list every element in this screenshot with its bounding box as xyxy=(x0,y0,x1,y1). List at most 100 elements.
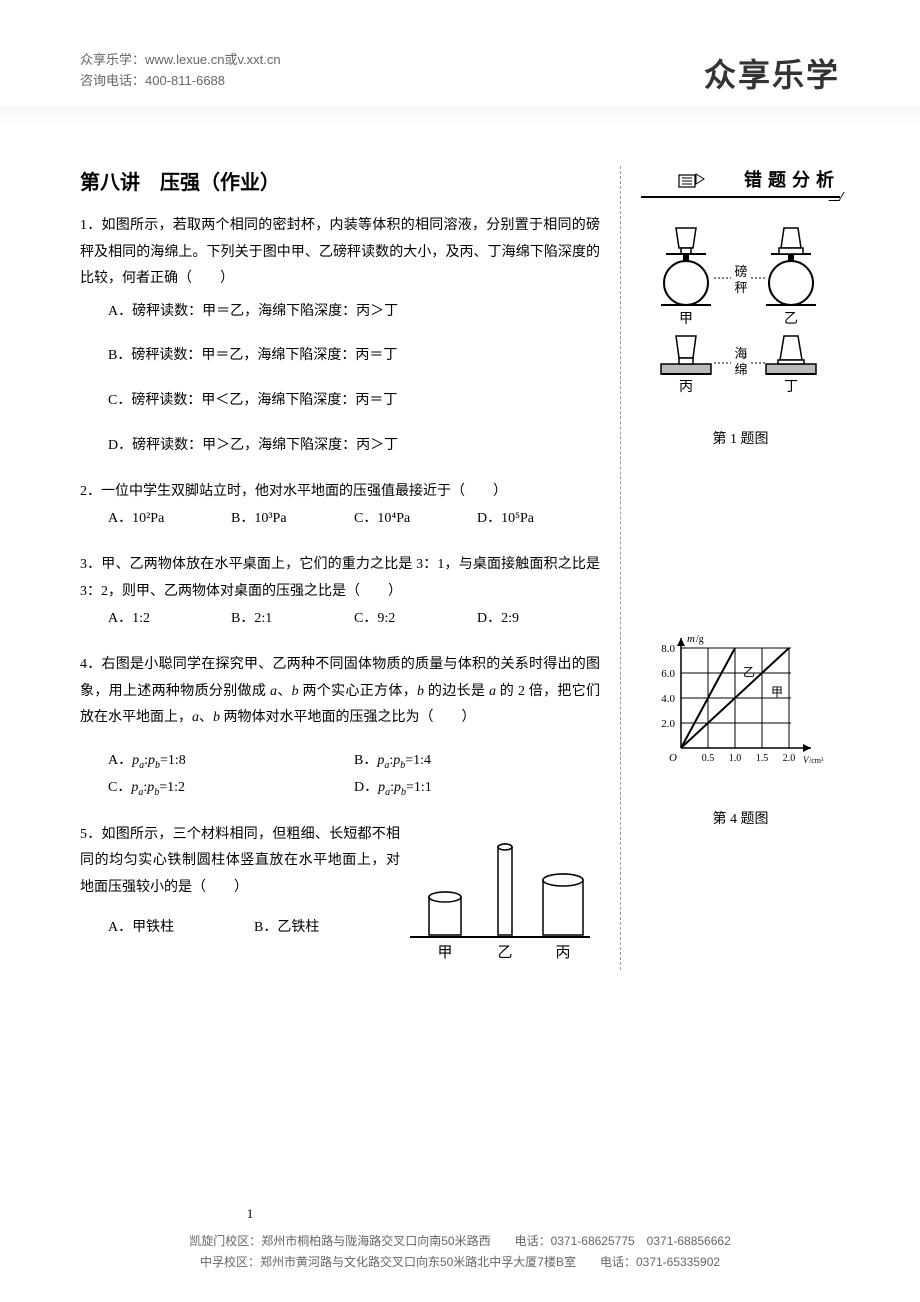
q4-option-c: C．pa:pb=1:2 xyxy=(108,775,354,802)
q4-number: 4． xyxy=(80,657,102,672)
svg-text:乙: 乙 xyxy=(784,311,798,327)
q5-text: 如图所示，三个材料相同，但粗细、长短都不相同的均匀实心铁制圆柱体竖直放在水平地面… xyxy=(80,827,400,895)
site-label: 众享乐学： xyxy=(80,52,145,67)
q2-option-b: B．10³Pa xyxy=(231,506,354,533)
svg-text:/g: /g xyxy=(696,634,704,645)
footer-line-2: 中孚校区：郑州市黄河路与文化路交叉口向东50米路北中孚大厦7楼B室 电话：037… xyxy=(0,1252,920,1272)
q5-number: 5． xyxy=(80,827,101,842)
q1-option-d: D．磅秤读数：甲＞乙，海绵下陷深度：丙＞丁 xyxy=(80,433,600,460)
q5-option-b: B．乙铁柱 xyxy=(254,915,400,942)
svg-text:6.0: 6.0 xyxy=(661,668,675,680)
q1-option-a: A．磅秤读数：甲＝乙，海绵下陷深度：丙＞丁 xyxy=(80,299,600,326)
q2-option-c: C．10⁴Pa xyxy=(354,506,477,533)
main-column: 第八讲 压强（作业） 1．如图所示，若取两个相同的密封杯，内装等体积的相同溶液，… xyxy=(80,166,620,970)
side-title-wrap: 错题分析 xyxy=(641,166,840,196)
q3-option-a: A．1:2 xyxy=(108,606,231,633)
q5-label-jia: 甲 xyxy=(437,945,452,961)
svg-text:海: 海 xyxy=(734,346,747,361)
q3-option-d: D．2:9 xyxy=(477,606,600,633)
q5-options: A．甲铁柱 B．乙铁柱 xyxy=(80,915,400,942)
q5-text-wrap: 5．如图所示，三个材料相同，但粗细、长短都不相同的均匀实心铁制圆柱体竖直放在水平… xyxy=(80,822,400,942)
svg-text:O: O xyxy=(669,752,677,764)
q4-option-b: B．pa:pb=1:4 xyxy=(354,748,600,775)
q1-text: 如图所示，若取两个相同的密封杯，内装等体积的相同溶液，分别置于相同的磅秤及相同的… xyxy=(80,218,600,286)
q4-var-b3: b xyxy=(213,710,220,725)
q3-text: 甲、乙两物体放在水平桌面上，它们的重力之比是 3：1，与桌面接触面积之比是 3：… xyxy=(80,557,600,599)
site-url: www.lexue.cn或v.xxt.cn xyxy=(145,52,281,67)
q5-figure: 甲 乙 丙 xyxy=(400,822,600,962)
figure-1: 甲 乙 磅 秤 xyxy=(641,218,840,448)
q4-var-a3: a xyxy=(192,710,199,725)
svg-text:1.0: 1.0 xyxy=(728,753,741,764)
svg-text:绵: 绵 xyxy=(734,362,747,377)
svg-text:丁: 丁 xyxy=(784,380,798,395)
lesson-title: 第八讲 压强（作业） xyxy=(80,166,600,195)
phone-label: 咨询电话： xyxy=(80,73,145,88)
brand-logo: 众享乐学 xyxy=(704,50,840,96)
page-header: 众享乐学：www.lexue.cn或v.xxt.cn 咨询电话：400-811-… xyxy=(0,0,920,106)
svg-text:4.0: 4.0 xyxy=(661,693,675,705)
svg-text:1.5: 1.5 xyxy=(755,753,768,764)
phone-number: 400-811-6688 xyxy=(145,73,225,88)
q2-option-d: D．10⁵Pa xyxy=(477,506,600,533)
svg-text:2.0: 2.0 xyxy=(661,718,675,730)
q4-text-4: 的边长是 xyxy=(424,684,489,699)
q2-text: 一位中学生双脚站立时，他对水平地面的压强值最接近于（ ） xyxy=(101,484,507,499)
q4-text-3: 两个实心正方体， xyxy=(299,684,417,699)
q2-option-a: A．10²Pa xyxy=(108,506,231,533)
footer-line-1: 凯旋门校区：郑州市桐柏路与陇海路交叉口向南50米路西 电话：0371-68625… xyxy=(0,1231,920,1251)
mass-volume-chart: 乙 甲 2.0 4.0 6.0 8.0 0.5 1.0 1.5 2.0 O m/… xyxy=(651,628,831,778)
q3-options: A．1:2 B．2:1 C．9:2 D．2:9 xyxy=(80,606,600,633)
svg-text:乙: 乙 xyxy=(743,665,755,679)
fig1-caption: 第 1 题图 xyxy=(641,428,840,448)
header-divider xyxy=(0,106,920,126)
svg-text:0.5: 0.5 xyxy=(701,753,714,764)
q3-number: 3． xyxy=(80,557,101,572)
q4-option-a: A．pa:pb=1:8 xyxy=(108,748,354,775)
q4-var-a1: a xyxy=(270,684,277,699)
svg-text:磅: 磅 xyxy=(734,264,747,279)
svg-text:甲: 甲 xyxy=(679,312,693,327)
q3-option-b: B．2:1 xyxy=(231,606,354,633)
cylinders-diagram: 甲 乙 丙 xyxy=(405,832,595,962)
svg-text:秤: 秤 xyxy=(734,280,747,295)
q4-option-d: D．pa:pb=1:1 xyxy=(354,775,600,802)
q1-option-c: C．磅秤读数：甲＜乙，海绵下陷深度：丙＝丁 xyxy=(80,388,600,415)
q3-option-c: C．9:2 xyxy=(354,606,477,633)
q5-label-yi: 乙 xyxy=(497,945,512,961)
question-2: 2．一位中学生双脚站立时，他对水平地面的压强值最接近于（ ） A．10²Pa B… xyxy=(80,479,600,532)
page-footer: 凯旋门校区：郑州市桐柏路与陇海路交叉口向南50米路西 电话：0371-68625… xyxy=(0,1231,920,1272)
q2-number: 2． xyxy=(80,484,101,499)
figure-4: 乙 甲 2.0 4.0 6.0 8.0 0.5 1.0 1.5 2.0 O m/… xyxy=(641,628,840,828)
q4-text-2: 、 xyxy=(277,684,292,699)
q5-label-bing: 丙 xyxy=(555,945,570,961)
q4-text-7: 两物体对水平地面的压强之比为（ ） xyxy=(220,710,476,725)
side-title: 错题分析 xyxy=(744,166,840,192)
q4-var-a2: a xyxy=(489,684,496,699)
svg-text:2.0: 2.0 xyxy=(782,753,795,764)
q4-text-6: 、 xyxy=(199,710,213,725)
content-area: 第八讲 压强（作业） 1．如图所示，若取两个相同的密封杯，内装等体积的相同溶液，… xyxy=(0,166,920,970)
scale-sponge-diagram: 甲 乙 磅 秤 xyxy=(646,218,836,398)
q1-number: 1． xyxy=(80,218,102,233)
question-3: 3．甲、乙两物体放在水平桌面上，它们的重力之比是 3：1，与桌面接触面积之比是 … xyxy=(80,552,600,632)
fig4-caption: 第 4 题图 xyxy=(641,808,840,828)
q4-options-row2: C．pa:pb=1:2 D．pa:pb=1:1 xyxy=(80,775,600,802)
side-underline xyxy=(641,196,840,198)
q4-options-row1: A．pa:pb=1:8 B．pa:pb=1:4 xyxy=(80,748,600,775)
q2-options: A．10²Pa B．10³Pa C．10⁴Pa D．10⁵Pa xyxy=(80,506,600,533)
question-5: 5．如图所示，三个材料相同，但粗细、长短都不相同的均匀实心铁制圆柱体竖直放在水平… xyxy=(80,822,600,962)
side-column: 错题分析 甲 xyxy=(620,166,840,970)
q1-option-b: B．磅秤读数：甲＝乙，海绵下陷深度：丙＝丁 xyxy=(80,343,600,370)
svg-text:甲: 甲 xyxy=(771,685,783,699)
svg-text:8.0: 8.0 xyxy=(661,643,675,655)
question-1: 1．如图所示，若取两个相同的密封杯，内装等体积的相同溶液，分别置于相同的磅秤及相… xyxy=(80,213,600,459)
page-number: 1 xyxy=(0,1206,500,1222)
svg-text:/cm³: /cm³ xyxy=(809,756,824,765)
question-4: 4．右图是小聪同学在探究甲、乙两种不同固体物质的质量与体积的关系时得出的图象，用… xyxy=(80,652,600,801)
q4-var-b1: b xyxy=(292,684,299,699)
svg-text:m: m xyxy=(687,633,695,645)
q5-option-a: A．甲铁柱 xyxy=(108,915,254,942)
svg-text:丙: 丙 xyxy=(679,380,693,395)
header-info: 众享乐学：www.lexue.cn或v.xxt.cn 咨询电话：400-811-… xyxy=(80,50,281,92)
